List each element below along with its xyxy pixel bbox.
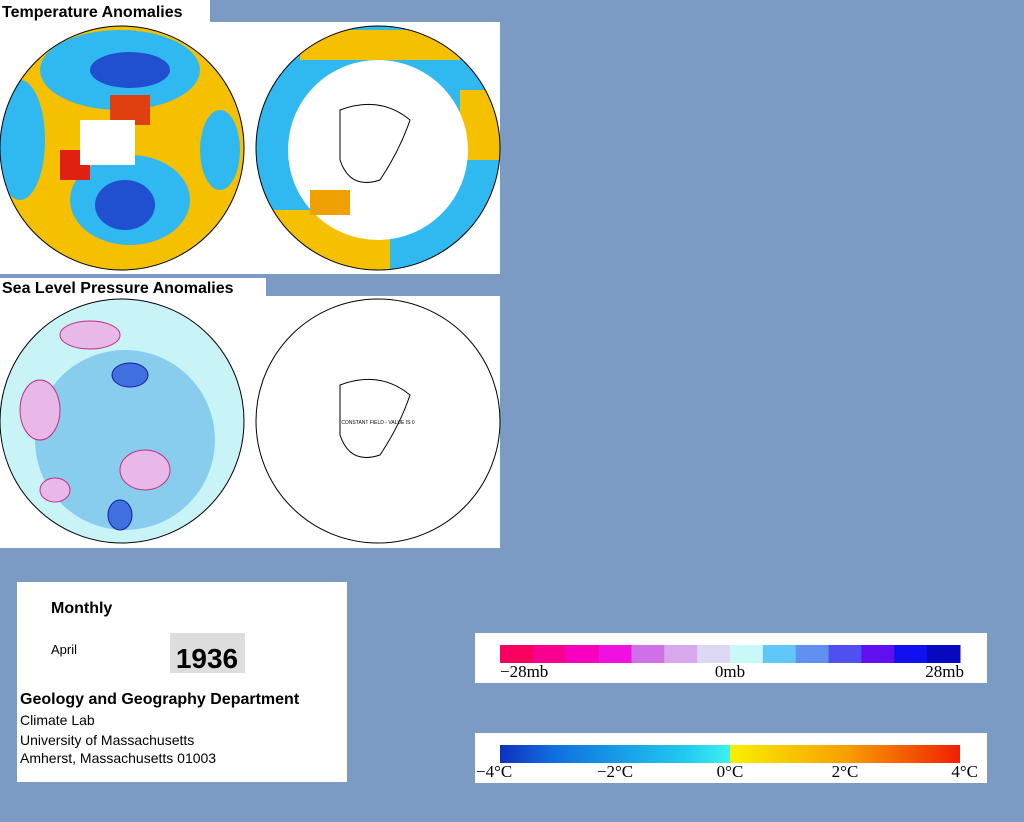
year-bg <box>170 633 245 673</box>
color-step <box>532 645 567 663</box>
legend-label: 0°C <box>717 762 744 781</box>
south-map <box>256 26 500 270</box>
legend-label: −2°C <box>597 762 633 781</box>
panel-title: Sea Level Pressure Anomalies <box>2 280 234 297</box>
address-line: Climate Lab <box>20 712 95 728</box>
legend-label: 4°C <box>951 762 978 781</box>
address-line: University of Massachusetts <box>20 732 194 748</box>
color-step <box>762 645 797 663</box>
department: Geology and Geography Department <box>20 691 300 708</box>
north-map <box>0 26 244 270</box>
color-step <box>565 645 600 663</box>
color-step <box>631 645 665 663</box>
color-step <box>697 645 731 663</box>
map-outline <box>255 298 501 544</box>
map-note: CONSTANT FIELD - VALUE IS 0 <box>341 420 415 426</box>
color-step <box>500 645 534 663</box>
pressure-bar <box>500 645 961 663</box>
map-outline <box>255 25 501 271</box>
color-step <box>861 645 895 663</box>
address-line: Amherst, Massachusetts 01003 <box>20 750 216 766</box>
legend-label: −28mb <box>500 662 548 681</box>
year: 1936 <box>176 643 238 674</box>
legend-label: −4°C <box>476 762 512 781</box>
map-outline <box>0 298 245 544</box>
legend-label: 28mb <box>925 662 964 681</box>
color-step <box>828 645 862 663</box>
panel-title: Temperature Anomalies <box>2 4 183 21</box>
legend-label: 2°C <box>832 762 859 781</box>
color-step <box>927 645 961 663</box>
color-step <box>730 645 764 663</box>
map-outline <box>0 25 245 271</box>
antarctica <box>339 103 411 183</box>
color-step <box>598 645 632 663</box>
title-bg <box>0 278 266 296</box>
month: April <box>51 642 77 657</box>
temperature-bar <box>500 745 960 763</box>
north-pressure-map <box>0 299 244 543</box>
title-bg <box>0 0 210 22</box>
period: Monthly <box>51 600 112 617</box>
legend-label: 0mb <box>715 662 745 681</box>
color-step <box>894 645 928 663</box>
antarctica <box>339 378 411 458</box>
color-step <box>795 645 830 663</box>
info-box <box>17 582 347 782</box>
color-step <box>664 645 698 663</box>
